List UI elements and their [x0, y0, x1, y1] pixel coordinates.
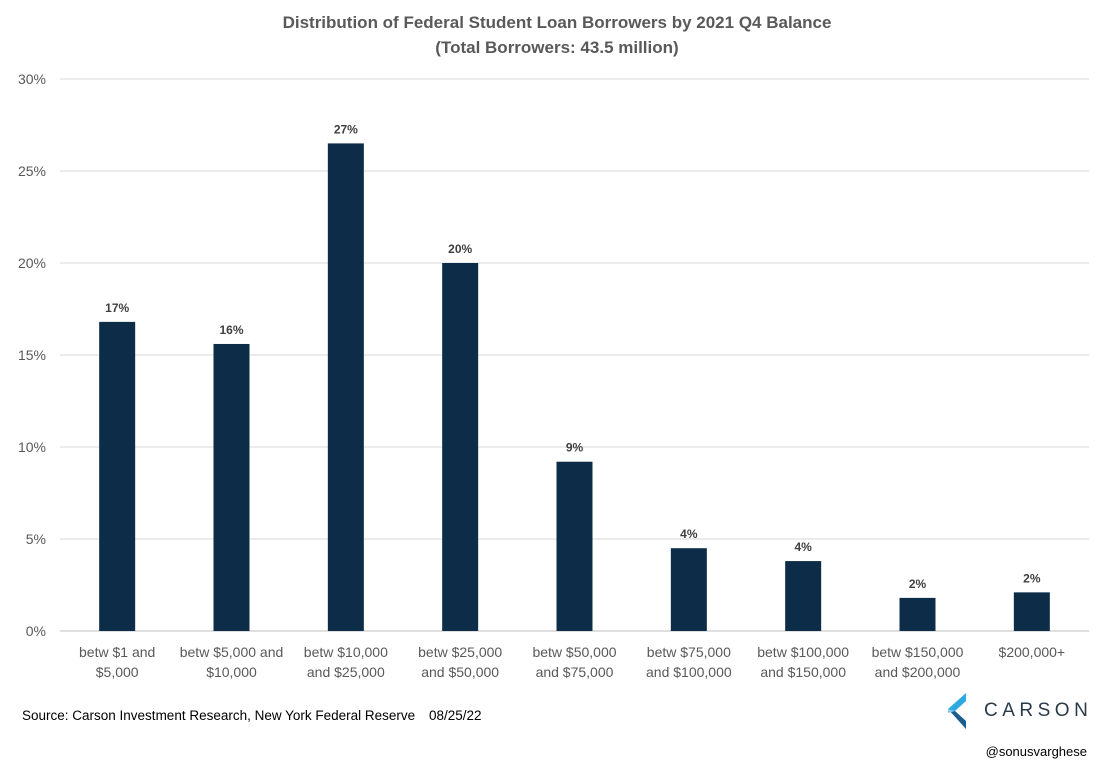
x-tick-label: betw $10,000 — [304, 644, 388, 660]
source-text: Source: Carson Investment Research, New … — [22, 708, 416, 723]
data-label: 16% — [219, 323, 243, 337]
y-tick-label: 25% — [18, 163, 46, 179]
chart-title: Distribution of Federal Student Loan Bor… — [282, 13, 832, 32]
x-tick-label: betw $1 and — [79, 644, 155, 660]
bar-chart: 0% 5% 10% 15% 20% 25% 30% 17% 16% 27% 20% 9% 4% 4% 2%… — [18, 71, 1089, 680]
data-label: 2% — [1023, 571, 1041, 585]
x-tick-label: and $150,000 — [760, 664, 846, 680]
data-label: 27% — [334, 122, 358, 136]
x-tick-label: $200,000+ — [999, 644, 1066, 660]
bar — [213, 343, 250, 631]
bar — [899, 597, 936, 631]
x-tick-label: betw $50,000 — [532, 644, 616, 660]
y-tick-label: 15% — [18, 347, 46, 363]
carson-logo: CARSON — [944, 693, 1092, 729]
data-label: 4% — [794, 540, 812, 554]
data-label: 20% — [448, 242, 472, 256]
x-tick-label: and $200,000 — [875, 664, 961, 680]
x-tick-label: $5,000 — [96, 664, 139, 680]
x-tick-label: betw $150,000 — [872, 644, 964, 660]
data-label: 4% — [680, 527, 698, 541]
chart-subtitle: (Total Borrowers: 43.5 million) — [435, 38, 679, 57]
x-tick-label: and $25,000 — [307, 664, 385, 680]
y-tick-label: 10% — [18, 439, 46, 455]
x-tick-label: $10,000 — [206, 664, 257, 680]
x-tick-label: and $50,000 — [421, 664, 499, 680]
y-tick-label: 20% — [18, 255, 46, 271]
x-tick-label: betw $25,000 — [418, 644, 502, 660]
author-handle: @sonusvarghese — [985, 744, 1087, 759]
bar — [785, 561, 822, 631]
x-tick-label: and $75,000 — [536, 664, 614, 680]
bar — [1013, 592, 1050, 631]
y-tick-label: 0% — [26, 623, 46, 639]
x-axis: betw $1 and $5,000 betw $5,000 and $10,000 b… — [79, 644, 1065, 680]
data-label: 9% — [566, 441, 584, 455]
data-labels: 17% 16% 27% 20% 9% 4% 4% 2% 2% — [105, 122, 1041, 590]
bar — [556, 461, 593, 631]
data-label: 2% — [909, 577, 927, 591]
x-tick-label: betw $100,000 — [757, 644, 849, 660]
source-note: Source: Carson Investment Research, New … — [22, 708, 492, 723]
y-axis: 0% 5% 10% 15% 20% 25% 30% — [18, 71, 46, 639]
source-date: 08/25/22 — [428, 708, 482, 723]
bar — [327, 143, 364, 631]
carson-logo-text: CARSON — [984, 700, 1093, 721]
x-tick-label: betw $75,000 — [647, 644, 731, 660]
bar — [670, 548, 707, 631]
y-tick-label: 5% — [26, 531, 46, 547]
x-tick-label: betw $5,000 and — [180, 644, 284, 660]
carson-logo-icon — [948, 693, 966, 729]
bars — [99, 143, 1050, 631]
data-label: 17% — [105, 301, 129, 315]
y-tick-label: 30% — [18, 71, 46, 87]
x-tick-label: and $100,000 — [646, 664, 732, 680]
bar — [442, 263, 479, 631]
chart-title-block: Distribution of Federal Student Loan Bor… — [0, 10, 1106, 60]
bar — [99, 321, 136, 631]
